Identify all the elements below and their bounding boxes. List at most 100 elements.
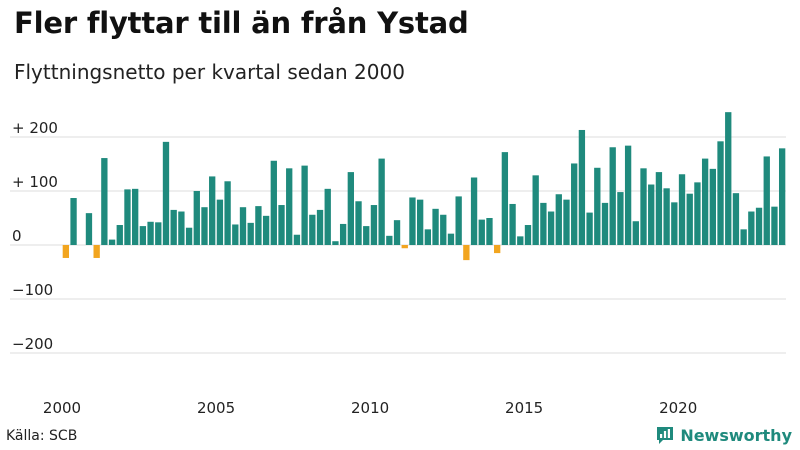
- bar: [363, 226, 370, 245]
- bar: [671, 202, 678, 245]
- bar: [532, 175, 539, 245]
- bar: [601, 202, 609, 245]
- bar: [755, 207, 763, 245]
- bar: [301, 165, 308, 245]
- x-tick-label: 2020: [659, 399, 697, 417]
- bar: [501, 152, 509, 245]
- bar-chart: + 200 + 100 0 −100 −200 2000 2005 2010 2015 2020: [10, 112, 786, 417]
- brand: Newsworthy: [655, 425, 792, 445]
- bar: [393, 220, 401, 245]
- bar: [232, 224, 239, 245]
- bar: [578, 129, 586, 245]
- x-tick-label: 2015: [505, 399, 543, 417]
- bar: [139, 226, 147, 245]
- bar: [440, 214, 447, 245]
- bar: [116, 225, 123, 245]
- bar: [678, 174, 686, 245]
- bar: [293, 234, 301, 245]
- bar: [370, 205, 378, 245]
- bar: [648, 184, 655, 245]
- y-tick-label: + 100: [12, 173, 58, 191]
- bar: [324, 188, 331, 245]
- bar: [209, 176, 216, 245]
- bar: [85, 213, 93, 245]
- bar: [432, 208, 439, 245]
- bar: [347, 172, 354, 245]
- bar: [239, 207, 247, 245]
- bar: [147, 221, 154, 245]
- chart-title: Fler flyttar till än från Ystad: [14, 6, 469, 40]
- bar: [224, 181, 231, 245]
- bar: [540, 202, 547, 245]
- bar: [609, 147, 616, 245]
- y-tick-label: + 200: [12, 119, 58, 137]
- y-axis-tick-labels: + 200 + 100 0 −100 −200: [12, 119, 58, 353]
- bar: [725, 112, 732, 245]
- bar: [62, 245, 70, 258]
- bar: [555, 194, 562, 245]
- chart-subtitle: Flyttningsnetto per kvartal sedan 2000: [14, 60, 405, 84]
- bar: [124, 189, 131, 245]
- bar: [309, 214, 316, 245]
- bar: [378, 158, 385, 245]
- bar: [486, 218, 493, 245]
- bar: [694, 182, 701, 245]
- bar: [655, 172, 663, 245]
- bar: [247, 222, 254, 245]
- bar: [763, 156, 770, 245]
- bar: [701, 158, 709, 245]
- y-tick-label: 0: [12, 227, 22, 245]
- bar: [594, 167, 601, 245]
- bar: [617, 192, 624, 245]
- bar: [586, 212, 593, 245]
- bar: [185, 227, 193, 245]
- bar: [470, 177, 478, 245]
- bar: [255, 206, 262, 245]
- bar: [70, 198, 77, 245]
- newsworthy-logo-icon: [657, 427, 674, 444]
- y-tick-label: −100: [12, 281, 53, 299]
- bar: [771, 206, 778, 245]
- bar: [278, 205, 285, 245]
- bar: [547, 211, 555, 245]
- bar: [409, 197, 416, 245]
- bar: [262, 215, 270, 245]
- bar: [193, 191, 200, 245]
- bar: [509, 203, 516, 245]
- bar: [386, 235, 393, 245]
- bar: [355, 201, 362, 245]
- bar: [563, 199, 570, 245]
- bar: [463, 245, 470, 261]
- x-tick-label: 2005: [197, 399, 235, 417]
- bar: [270, 160, 277, 245]
- source-note: Källa: SCB: [6, 428, 78, 444]
- bar: [401, 245, 408, 249]
- bar: [416, 199, 424, 245]
- bar: [740, 229, 747, 245]
- bar: [455, 196, 462, 245]
- bar: [339, 223, 347, 245]
- brand-name: Newsworthy: [680, 425, 792, 445]
- x-tick-label: 2000: [43, 399, 81, 417]
- bar: [286, 168, 293, 245]
- bar: [778, 148, 786, 245]
- bar: [162, 141, 170, 245]
- bar: [732, 193, 740, 245]
- bar: [494, 245, 501, 254]
- bar: [632, 221, 639, 245]
- bar: [624, 145, 632, 245]
- bar: [686, 193, 693, 245]
- x-tick-label: 2010: [351, 399, 389, 417]
- bar: [748, 211, 755, 245]
- bars: [62, 112, 786, 261]
- bar: [524, 225, 532, 245]
- bar: [132, 188, 139, 245]
- bar: [478, 219, 485, 245]
- bar: [201, 207, 208, 245]
- bar: [170, 209, 177, 245]
- bar: [332, 241, 339, 245]
- bar: [108, 239, 116, 245]
- bar: [571, 163, 578, 245]
- bar: [216, 199, 224, 245]
- bar: [709, 168, 716, 245]
